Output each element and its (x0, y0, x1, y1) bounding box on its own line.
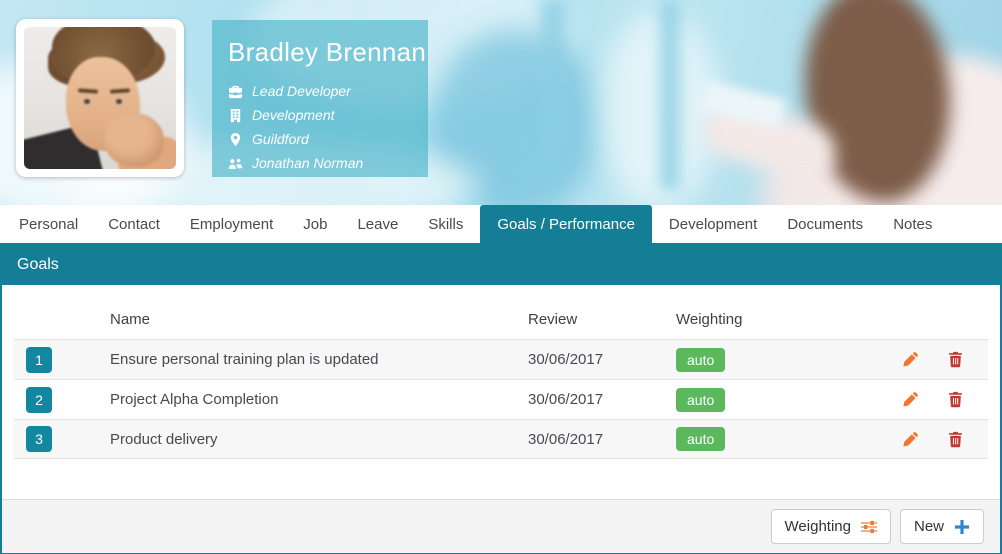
goals-panel-header: Goals (2, 245, 1000, 285)
tab-skills[interactable]: Skills (428, 215, 464, 233)
tab-job[interactable]: Job (303, 215, 328, 233)
goals-panel-title: Goals (17, 256, 59, 273)
profile-location-label: Guildford (252, 131, 309, 147)
profile-location: Guildford (228, 127, 412, 151)
weighting-button-label: Weighting (784, 518, 851, 535)
briefcase-icon (228, 85, 243, 98)
goal-review-date: 30/06/2017 (528, 391, 604, 408)
avatar-photo (24, 27, 176, 169)
col-header-name: Name (110, 310, 151, 328)
edit-button[interactable] (902, 351, 919, 368)
goal-name: Ensure personal training plan is updated (110, 351, 379, 368)
goals-table-header: Name Review Weighting (14, 299, 988, 339)
tab-personal[interactable]: Personal (19, 215, 79, 233)
goal-review-date: 30/06/2017 (528, 430, 604, 448)
delete-button[interactable] (947, 351, 964, 368)
profile-info-card: Bradley Brennan Lead Developer Developme… (212, 20, 428, 177)
edit-button[interactable] (902, 391, 919, 408)
edit-button[interactable] (902, 431, 919, 448)
pencil-icon (903, 352, 918, 367)
row-number-badge: 2 (26, 386, 52, 413)
plus-icon (955, 519, 969, 534)
weighting-button[interactable]: Weighting (770, 509, 891, 544)
goals-table: Name Review Weighting 1 Ensure personal … (2, 285, 1000, 499)
table-row: 3 Product delivery 30/06/2017 auto (14, 419, 988, 459)
avatar (16, 19, 184, 177)
profile-name: Bradley Brennan (228, 37, 427, 67)
trash-icon (949, 431, 962, 447)
goal-name: Project Alpha Completion (110, 391, 279, 408)
tab-development[interactable]: Development (668, 215, 758, 233)
goals-panel: Goals Name Review Weighting 1 Ensure per… (0, 243, 1002, 554)
tab-documents[interactable]: Documents (787, 215, 864, 233)
sliders-icon (860, 520, 877, 533)
tab-goals-performance[interactable]: Goals / Performance (480, 205, 652, 243)
goal-review-date: 30/06/2017 (528, 351, 604, 368)
weighting-badge: auto (676, 387, 726, 412)
building-icon (230, 108, 241, 122)
tab-bar: Personal Contact Employment Job Leave Sk… (0, 205, 1002, 243)
tab-leave[interactable]: Leave (357, 215, 399, 233)
pencil-icon (903, 392, 918, 407)
tab-notes[interactable]: Notes (893, 215, 933, 233)
tab-employment[interactable]: Employment (189, 215, 274, 233)
col-header-weighting: Weighting (676, 310, 743, 328)
weighting-badge: auto (676, 347, 726, 372)
cover-window-strip (660, 0, 680, 190)
trash-icon (949, 351, 962, 368)
delete-button[interactable] (947, 431, 964, 448)
col-header-review: Review (528, 310, 578, 328)
users-icon (228, 158, 243, 169)
row-number-badge: 1 (26, 346, 52, 373)
avatar-photo-art (24, 27, 176, 169)
profile-manager-label: Jonathan Norman (252, 155, 364, 171)
profile-department: Development (228, 103, 412, 127)
row-number-badge: 3 (26, 426, 52, 452)
pencil-icon (903, 431, 918, 447)
cover-photo: Bradley Brennan Lead Developer Developme… (0, 0, 1002, 205)
weighting-badge: auto (676, 427, 726, 451)
table-row: 1 Ensure personal training plan is updat… (14, 339, 988, 379)
new-button[interactable]: New (899, 509, 984, 544)
profile-department-label: Development (252, 107, 335, 123)
tab-contact[interactable]: Contact (108, 215, 160, 233)
table-row: 2 Project Alpha Completion 30/06/2017 au… (14, 379, 988, 419)
trash-icon (949, 391, 962, 408)
goal-name: Product delivery (110, 430, 218, 448)
goals-panel-footer: Weighting New (2, 499, 1000, 553)
profile-job-title-label: Lead Developer (252, 83, 351, 99)
new-button-label: New (913, 518, 944, 535)
delete-button[interactable] (947, 391, 964, 408)
profile-manager: Jonathan Norman (228, 151, 412, 175)
profile-job-title: Lead Developer (228, 79, 412, 103)
cover-window-strip (540, 0, 566, 160)
map-marker-icon (230, 132, 241, 146)
